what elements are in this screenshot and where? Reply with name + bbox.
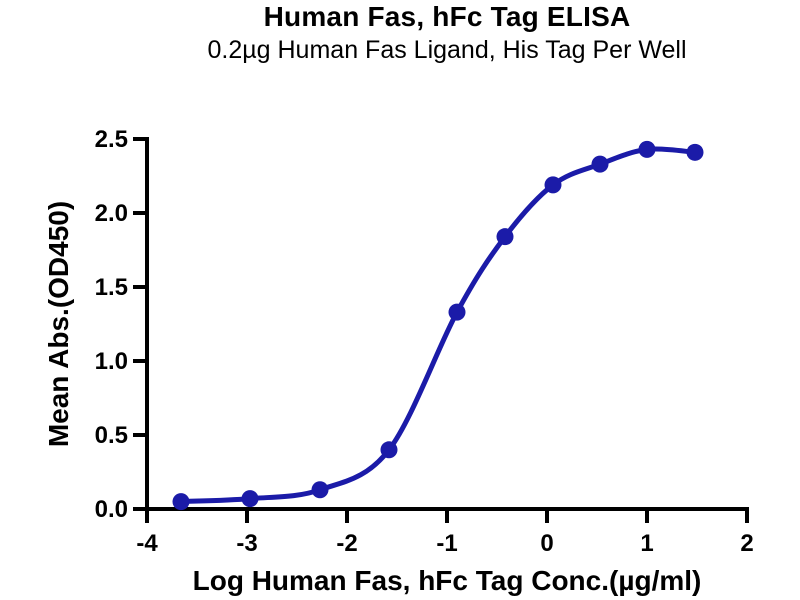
data-point-0 [172, 493, 190, 511]
data-point-9 [686, 143, 704, 161]
x-tick-label-4: 0 [540, 530, 553, 557]
x-axis-title: Log Human Fas, hFc Tag Conc.(µg/ml) [193, 565, 702, 596]
y-tick-label-5: 2.5 [95, 126, 128, 153]
y-axis-title: Mean Abs.(OD450) [43, 201, 74, 447]
data-point-6 [544, 176, 562, 194]
chart-subtitle: 0.2µg Human Fas Ligand, His Tag Per Well [207, 36, 687, 64]
data-point-3 [380, 441, 398, 459]
y-tick-label-4: 2.0 [95, 200, 128, 227]
x-tick-label-1: -3 [236, 530, 257, 557]
chart-title: Human Fas, hFc Tag ELISA [263, 1, 631, 32]
y-tick-label-3: 1.5 [95, 274, 128, 301]
x-tick-label-5: 1 [640, 530, 653, 557]
y-tick-label-1: 0.5 [95, 422, 128, 449]
x-tick-label-2: -2 [336, 530, 357, 557]
data-point-8 [638, 140, 656, 158]
fit-curve [178, 146, 698, 505]
data-point-7 [591, 155, 609, 173]
data-point-2 [311, 481, 329, 499]
y-tick-label-2: 1.0 [95, 348, 128, 375]
x-tick-label-6: 2 [740, 530, 753, 557]
data-point-1 [241, 490, 259, 508]
x-tick-label-3: -1 [436, 530, 457, 557]
x-tick-label-0: -4 [136, 530, 158, 557]
y-tick-label-0: 0.0 [95, 496, 128, 523]
data-point-5 [496, 228, 514, 246]
data-point-4 [448, 303, 466, 321]
